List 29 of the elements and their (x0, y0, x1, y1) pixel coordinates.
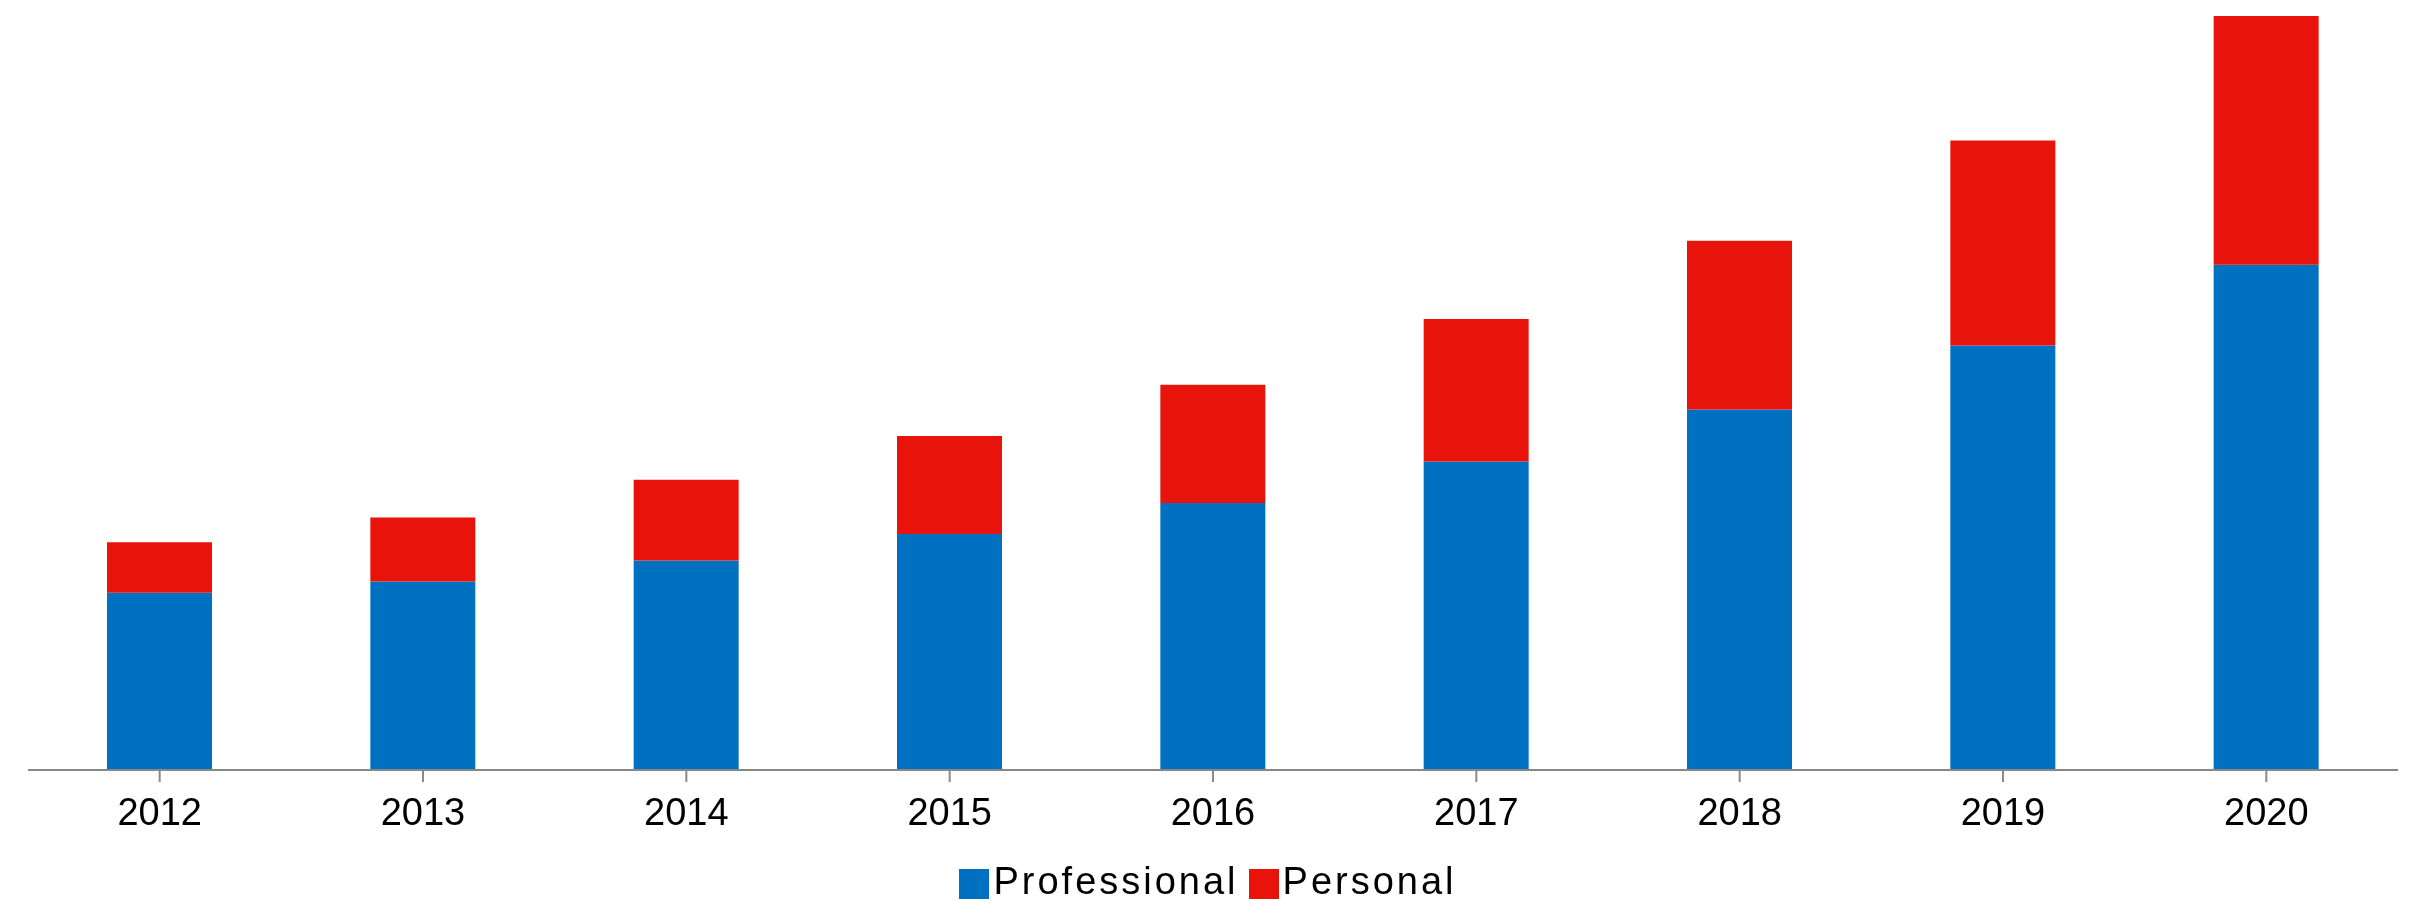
bar (1423, 461, 1529, 770)
x-tick-label: 2016 (1170, 790, 1256, 833)
x-tick-label: 2020 (2224, 790, 2309, 833)
bar (633, 479, 739, 561)
bar (897, 435, 1002, 534)
bar (2213, 16, 2319, 265)
bar (107, 542, 212, 593)
bar (370, 517, 476, 582)
bar (1950, 140, 2056, 346)
bar (897, 534, 1002, 770)
bar (633, 560, 739, 770)
bar (370, 581, 476, 770)
bar (1160, 384, 1266, 504)
bar (1423, 319, 1529, 462)
x-tick-label: 2013 (380, 790, 466, 833)
bar (2213, 264, 2319, 770)
x-tick-label: 2018 (1697, 790, 1782, 833)
x-tick-label: 2015 (907, 790, 992, 833)
bar (1160, 503, 1266, 770)
x-tick-label: 2017 (1434, 790, 1519, 833)
bar (1687, 409, 1792, 770)
x-tick-label: 2014 (644, 790, 729, 833)
x-tick-label: 2012 (117, 790, 202, 833)
legend-label: Personal (1282, 860, 1457, 902)
legend-label: Professional (993, 860, 1239, 902)
bar (1687, 240, 1792, 410)
x-tick-label: 2019 (1960, 790, 2046, 833)
bar (1950, 345, 2056, 770)
bar (107, 592, 212, 770)
